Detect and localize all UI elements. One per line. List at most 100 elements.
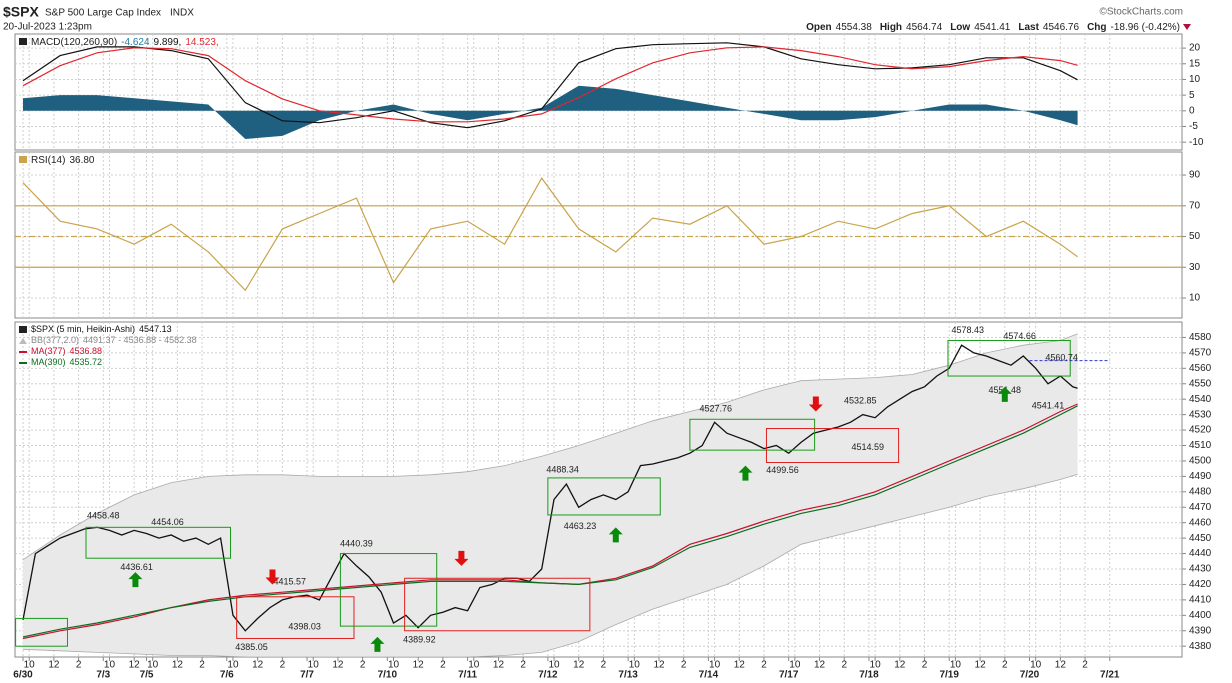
x-tick-label: 12 <box>814 660 826 671</box>
pattern-box <box>404 577 591 632</box>
legend-icon <box>19 38 27 45</box>
y-tick-label: 20 <box>1189 43 1201 54</box>
y-tick-label: -5 <box>1189 121 1198 132</box>
x-date-label: 7/20 <box>1020 670 1040 681</box>
x-tick-label: 10 <box>548 660 560 671</box>
legend-title: RSI(14) <box>31 155 65 166</box>
y-tick-label: 4540 <box>1189 394 1212 405</box>
quote-label: High <box>880 22 902 33</box>
pattern-box <box>15 617 68 647</box>
pattern-box <box>765 428 900 463</box>
pattern-box <box>85 526 231 559</box>
legend: $SPX (5 min, Heikin-Ashi) 4547.13 <box>31 324 172 334</box>
x-tick-label: 2 <box>922 660 928 671</box>
x-tick-label: 12 <box>894 660 906 671</box>
quote-value: 4541.41 <box>974 22 1011 33</box>
y-tick-label: 4450 <box>1189 533 1212 544</box>
x-tick-label: 10 <box>629 660 641 671</box>
signal-arrow <box>808 396 823 412</box>
x-date-label: 7/13 <box>618 670 638 681</box>
bb-lower <box>22 473 1078 657</box>
signal-arrow <box>997 386 1012 402</box>
y-tick-label: 4400 <box>1189 610 1212 621</box>
x-tick-label: 10 <box>468 660 480 671</box>
x-tick-label: 2 <box>681 660 687 671</box>
y-tick-label: 50 <box>1189 231 1201 242</box>
legend-name: BB(377,2.0) <box>31 335 79 345</box>
quote-label: Low <box>950 22 970 33</box>
legend-name: MA(377) <box>31 346 66 356</box>
y-tick-label: 10 <box>1189 74 1201 85</box>
legend-name: MA(390) <box>31 357 66 367</box>
quote-value: -18.96 (-0.42%) <box>1111 22 1180 33</box>
price-annotation: 4514.59 <box>851 442 884 452</box>
y-tick-label: -10 <box>1189 137 1204 148</box>
signal-arrow <box>608 527 623 543</box>
y-tick-label: 70 <box>1189 200 1201 211</box>
price-annotation: 4398.03 <box>288 622 321 632</box>
x-tick-label: 2 <box>76 660 82 671</box>
x-tick-label: 2 <box>440 660 446 671</box>
quote-label: Open <box>806 22 832 33</box>
price-annotation: 4454.06 <box>151 517 184 527</box>
change-arrow <box>1183 24 1191 30</box>
price-annotation: 4499.56 <box>766 465 799 475</box>
x-date-label: 7/12 <box>538 670 558 681</box>
series-line <box>22 405 1078 638</box>
price-annotation: 4463.23 <box>564 521 597 531</box>
legend-name: $SPX (5 min, Heikin-Ashi) <box>31 324 135 334</box>
price-annotation: 4541.41 <box>1032 400 1065 410</box>
bb-upper <box>22 333 1078 561</box>
quote-value: 4546.76 <box>1043 22 1080 33</box>
source: ©StockCharts.com <box>1099 7 1183 18</box>
date: 20-Jul-2023 1:23pm <box>3 22 92 33</box>
price-annotation: 4574.66 <box>1003 331 1036 341</box>
y-tick-label: 4490 <box>1189 471 1212 482</box>
x-tick-label: 2 <box>1002 660 1008 671</box>
series-line <box>22 344 1078 632</box>
panel-frame <box>14 151 1183 319</box>
pattern-box <box>689 418 816 451</box>
x-date-label: 7/14 <box>699 670 719 681</box>
quote-value: 4564.74 <box>906 22 943 33</box>
x-tick-label: 12 <box>734 660 746 671</box>
x-tick-label: 10 <box>308 660 320 671</box>
x-tick-label: 2 <box>280 660 286 671</box>
x-tick-label: 2 <box>601 660 607 671</box>
x-tick-label: 12 <box>332 660 344 671</box>
legend-icon <box>19 338 27 344</box>
y-tick-label: 4500 <box>1189 456 1212 467</box>
bb-fill <box>23 333 1078 657</box>
y-tick-label: 4380 <box>1189 641 1212 652</box>
x-tick-label: 10 <box>870 660 882 671</box>
rsi-line <box>22 176 1078 292</box>
panel <box>15 34 1182 150</box>
x-tick-label: 12 <box>493 660 505 671</box>
y-tick-label: 4480 <box>1189 486 1212 497</box>
legend: MA(377) 4536.88 <box>31 346 102 356</box>
legend: MA(390) 4535.72 <box>31 357 102 367</box>
y-tick-label: 90 <box>1189 170 1201 181</box>
x-tick-label: 2 <box>520 660 526 671</box>
quote: Open 4554.38 High 4564.74 Low 4541.41 Last 4546… <box>806 22 1180 33</box>
x-tick-label: 12 <box>413 660 425 671</box>
x-date-label: 7/6 <box>220 670 234 681</box>
x-date-label: 7/7 <box>300 670 314 681</box>
legend-value: -4.624 <box>121 37 150 48</box>
x-tick-label: 2 <box>1082 660 1088 671</box>
y-tick-label: 4570 <box>1189 348 1212 359</box>
signal-arrow <box>370 636 385 652</box>
x-date-label: 7/11 <box>458 670 477 681</box>
x-date-label: 7/17 <box>779 670 799 681</box>
signal-arrow <box>454 550 469 566</box>
legend-value: 4536.88 <box>70 346 103 356</box>
x-date-label: 7/21 <box>1100 670 1120 681</box>
x-tick-label: 2 <box>360 660 366 671</box>
exchange: INDX <box>170 8 194 19</box>
pattern-box <box>547 477 661 516</box>
x-tick-label: 12 <box>172 660 184 671</box>
price-annotation: 4578.43 <box>951 325 984 335</box>
x-tick-label: 10 <box>950 660 962 671</box>
series-line <box>22 46 1078 123</box>
y-tick-label: 4560 <box>1189 363 1212 374</box>
